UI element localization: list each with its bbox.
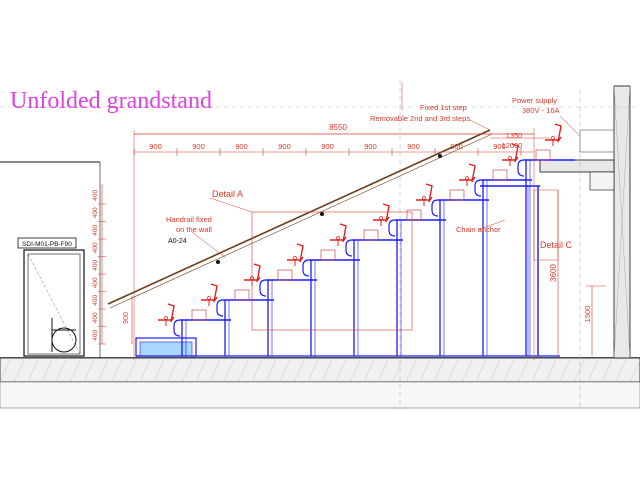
top-landing-label: 12000 [502,141,523,150]
riser-height-labels: 400 400 400 400 400 400 400 400 400 [92,189,106,345]
step-fascia [431,199,439,217]
base-fill [139,341,193,357]
step-fascia [173,319,181,337]
door-detail: SDI-M01-PB-F90 [17,237,85,357]
handrail [107,129,493,309]
step-fascia [302,259,310,277]
step-fascia [474,179,482,197]
seat [459,163,476,186]
removable-steps-label: Removable 2nd and 3rd steps [370,114,470,123]
half-step [277,269,293,281]
power-supply-label: Power supply [512,96,557,105]
ground-hatch [0,359,640,383]
total-length-label: 8550 [329,123,347,132]
dimension-lines: 8550 900 900 900 900 900 900 900 900 900 1350 12… [92,82,606,360]
page-title: Unfolded grandstand [10,88,212,114]
riser-height-label: 400 [92,207,99,218]
handrail-label-1: Handrail fixed [166,215,212,224]
right-wall [0,80,640,410]
handrail-label-2: on the wall [176,225,212,234]
step-width-label: 900 [364,142,377,151]
riser-height-label: 400 [92,259,99,270]
step-fascia [388,219,396,237]
door-label: SDI-M01-PB-F90 [22,241,72,248]
step-fascia [517,159,525,177]
half-step [320,249,336,261]
riser-height-label: 400 [92,224,99,235]
annotations: Fixed 1st step Removable 2nd and 3rd ste… [166,96,573,250]
seat [201,283,218,306]
fixed-step-label: Fixed 1st step [420,103,467,112]
detail-a-label: Detail A [212,189,243,199]
step-width-labels: 900 900 900 900 900 900 900 900 900 [133,142,522,156]
half-step [535,149,551,161]
ground [0,161,640,409]
half-step [234,289,250,301]
riser-height-label: 400 [92,294,99,305]
seat-rows [158,123,562,326]
half-step [492,169,508,181]
chain-anchor-label: Chain anchor [456,225,501,234]
detail-c-label: Detail C [540,240,573,250]
riser-height-label: 400 [92,277,99,288]
step-width-label: 900 [149,142,162,151]
grandstand-structure [135,149,575,357]
step-fascia [259,279,267,297]
half-step [363,229,379,241]
step-width-label: 900 [235,142,248,151]
half-step [406,209,422,221]
seat [416,183,433,206]
height-label: 3600 [549,264,558,282]
riser-height-label: 400 [92,242,99,253]
riser-height-label: 400 [92,329,99,340]
seat [158,303,175,326]
step-width-label: 900 [278,142,291,151]
step-width-label: 900 [321,142,334,151]
step-fascia [345,239,353,257]
half-step [449,189,465,201]
seat [330,223,347,246]
seat [545,123,562,146]
step-width-label: 900 [192,142,205,151]
half-step [191,309,207,321]
seat [287,243,304,266]
step-width-label: 900 [493,142,506,151]
top-span-label: 1350 [506,131,523,140]
step-width-label: 900 [407,142,420,151]
power-supply-value: 380V - 16A [522,106,560,115]
seat [373,203,390,226]
step-width-label: 900 [450,142,463,151]
rail-height-label: 900 [123,312,130,324]
seat [502,143,519,166]
riser-height-label: 400 [92,189,99,200]
right-height-label: 1500 [583,306,592,323]
step-fascia [216,299,224,317]
riser-height-label: 400 [92,312,99,323]
drawing-code-label: A0-24 [168,238,187,245]
